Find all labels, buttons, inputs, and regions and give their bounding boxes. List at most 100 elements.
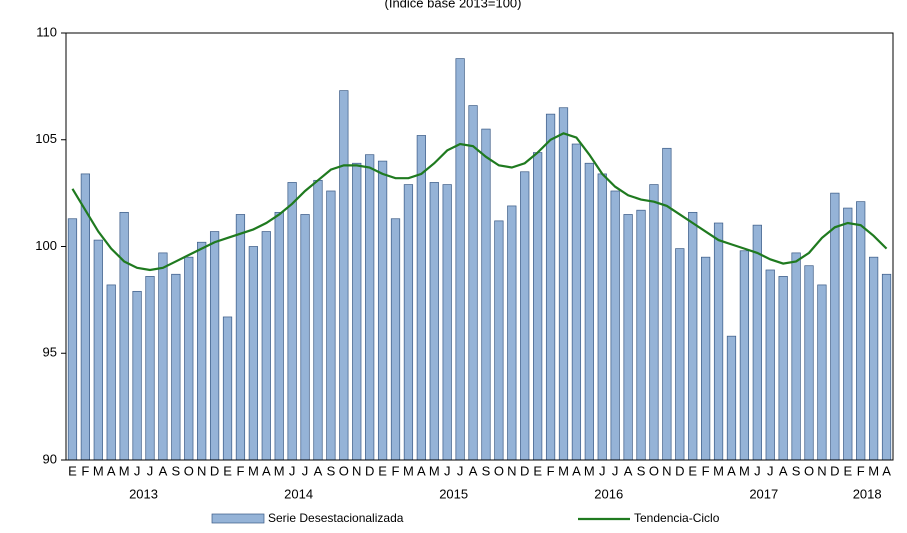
x-tick-label: M <box>739 463 750 478</box>
y-tick-label: 95 <box>43 345 57 360</box>
bar <box>416 135 426 461</box>
year-label: 2018 <box>853 486 882 501</box>
x-tick-label: A <box>727 463 736 478</box>
x-tick-label: N <box>352 463 361 478</box>
x-tick-label: A <box>314 463 323 478</box>
bar <box>584 162 594 461</box>
x-tick-label: S <box>172 463 181 478</box>
year-label: 2013 <box>129 486 158 501</box>
x-tick-label: N <box>507 463 516 478</box>
bar <box>442 184 452 461</box>
year-label: 2017 <box>749 486 778 501</box>
x-tick-label: J <box>612 463 619 478</box>
bar <box>804 265 814 461</box>
bar <box>132 290 142 461</box>
y-tick-label: 105 <box>35 131 57 146</box>
bar <box>106 284 116 461</box>
x-tick-label: E <box>223 463 232 478</box>
plot-border <box>65 32 894 461</box>
bar <box>197 241 207 461</box>
bar <box>494 220 504 461</box>
bar <box>235 214 246 461</box>
x-tick-label: M <box>558 463 569 478</box>
legend-swatch <box>211 513 265 524</box>
y-tick-label: 110 <box>36 24 57 39</box>
x-tick-label: M <box>713 463 724 478</box>
x-tick-label: J <box>754 463 761 478</box>
bar <box>713 222 724 461</box>
x-tick-label: O <box>804 463 814 478</box>
bar <box>248 246 258 461</box>
x-tick-label: O <box>184 463 194 478</box>
bar <box>300 214 310 461</box>
x-tick-label: M <box>274 463 285 478</box>
x-tick-label: M <box>868 463 879 478</box>
bar <box>817 284 827 461</box>
bar <box>726 335 737 461</box>
bar <box>481 128 491 461</box>
legend-label: Tendencia-Ciclo <box>634 511 720 525</box>
x-tick-label: M <box>429 463 440 478</box>
x-tick-label: S <box>482 463 491 478</box>
bar <box>145 276 155 461</box>
bar <box>610 190 620 461</box>
bar <box>171 273 181 461</box>
x-tick-label: D <box>210 463 219 478</box>
bar <box>571 143 582 461</box>
bar <box>843 207 853 461</box>
bar <box>507 205 517 461</box>
bar <box>365 154 375 461</box>
bar <box>261 231 271 461</box>
bar <box>662 147 672 461</box>
x-tick-label: O <box>494 463 504 478</box>
x-tick-label: J <box>444 463 451 478</box>
bar <box>390 218 401 461</box>
x-tick-label: A <box>469 463 478 478</box>
x-tick-label: F <box>702 463 710 478</box>
bar <box>287 182 297 461</box>
x-tick-label: M <box>584 463 595 478</box>
bar <box>313 179 323 461</box>
bar <box>158 252 168 461</box>
x-tick-label: A <box>262 463 271 478</box>
x-tick-label: A <box>417 463 426 478</box>
bar <box>352 162 362 461</box>
bar <box>881 273 892 461</box>
x-tick-label: E <box>843 463 852 478</box>
y-tick-label: 100 <box>35 238 57 253</box>
bar <box>675 248 685 461</box>
bar <box>597 173 607 461</box>
x-tick-label: D <box>520 463 529 478</box>
bar <box>623 214 633 461</box>
bar <box>274 211 284 461</box>
bar <box>209 231 220 461</box>
bar <box>222 316 233 461</box>
bar <box>752 224 762 461</box>
y-tick-label: 90 <box>43 451 57 466</box>
x-tick-label: A <box>882 463 891 478</box>
x-tick-label: M <box>403 463 414 478</box>
x-tick-label: F <box>81 463 89 478</box>
bar <box>403 184 414 461</box>
x-tick-label: S <box>327 463 336 478</box>
bar <box>545 113 556 461</box>
x-tick-label: D <box>365 463 374 478</box>
x-tick-label: J <box>134 463 141 478</box>
x-tick-label: A <box>779 463 788 478</box>
x-tick-label: J <box>147 463 154 478</box>
x-tick-label: F <box>236 463 244 478</box>
x-tick-label: O <box>339 463 349 478</box>
bar <box>520 171 530 461</box>
x-tick-label: E <box>688 463 697 478</box>
bar <box>765 269 775 461</box>
bar <box>429 182 439 461</box>
x-tick-label: J <box>457 463 464 478</box>
bar <box>93 239 103 461</box>
x-tick-label: N <box>662 463 671 478</box>
bar <box>468 105 478 461</box>
x-tick-label: N <box>197 463 206 478</box>
year-label: 2016 <box>594 486 623 501</box>
x-tick-label: A <box>159 463 168 478</box>
trend-line <box>71 132 888 272</box>
